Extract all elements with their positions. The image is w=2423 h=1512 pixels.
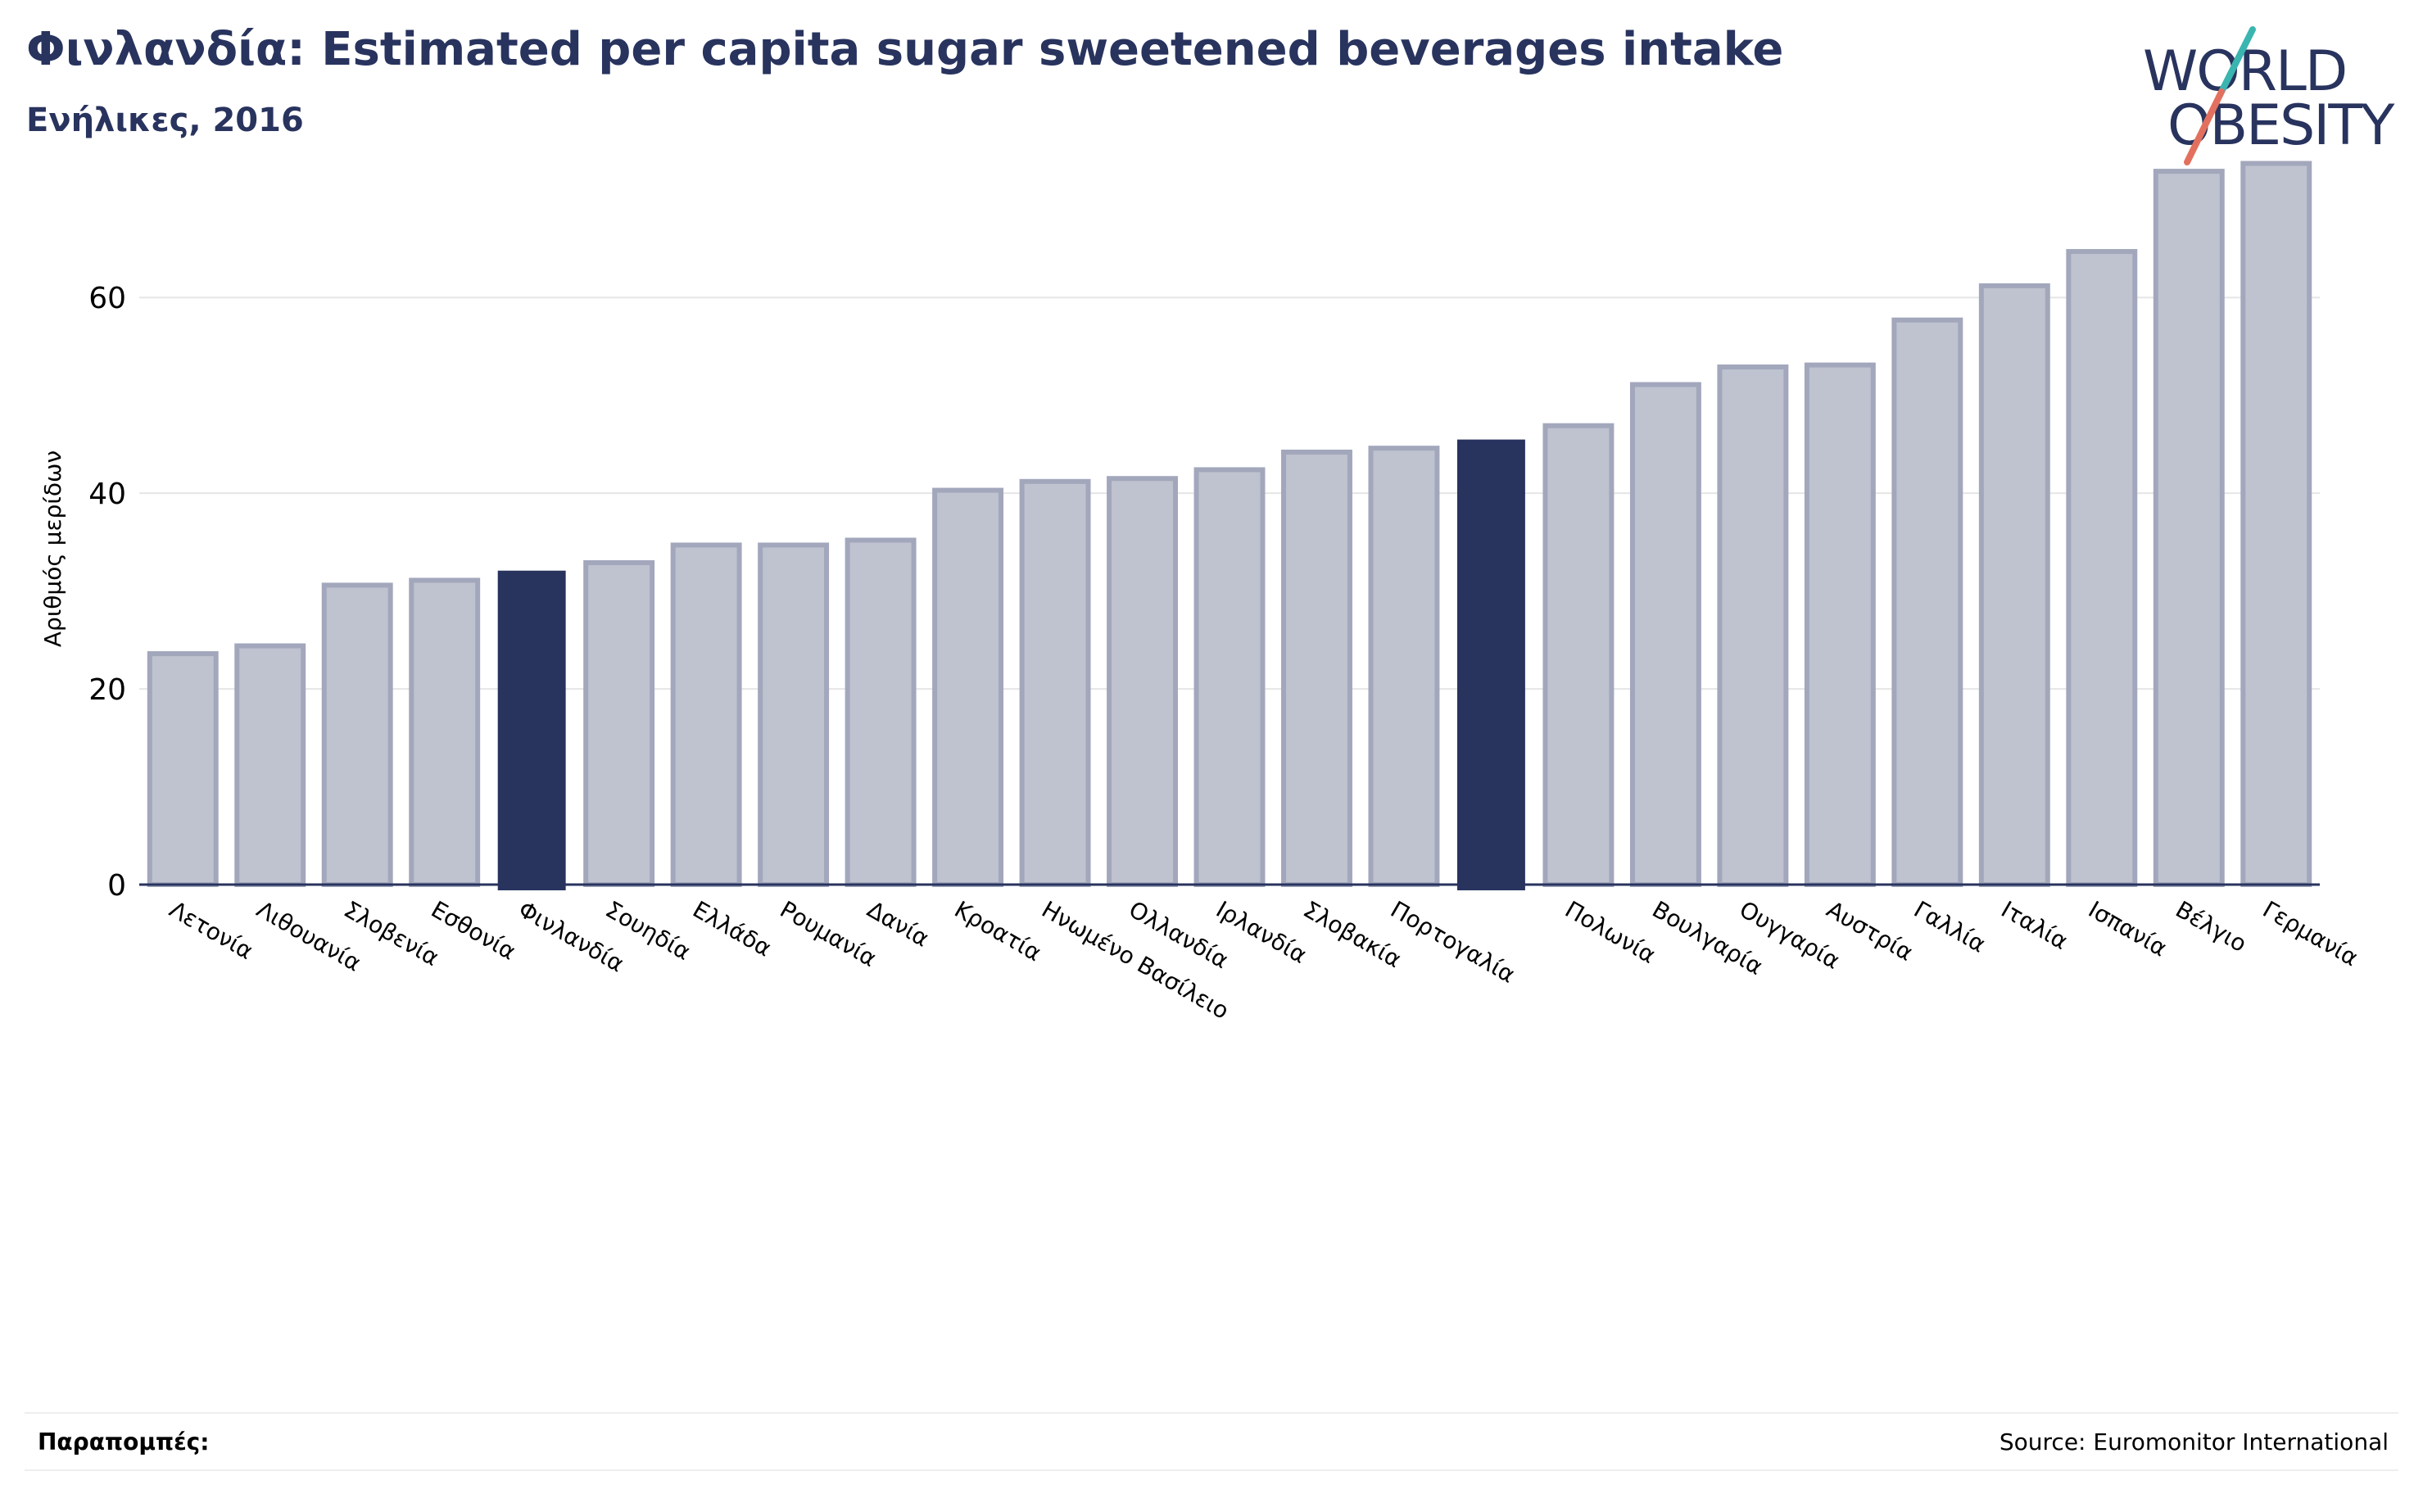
bar xyxy=(1368,446,1440,887)
bar xyxy=(321,582,393,887)
bar xyxy=(670,542,742,888)
y-tick-label: 40 xyxy=(88,478,126,511)
y-tick-label: 60 xyxy=(88,282,126,315)
y-tick-label: 20 xyxy=(88,673,126,707)
bar xyxy=(2153,169,2225,887)
bar-chart: 0204060ΛετονίαΛιθουανίαΣλοβενίαΕσθονίαΦι… xyxy=(39,161,2363,1025)
x-tick-label: Ρουμανία xyxy=(776,895,881,972)
footer-divider-bottom xyxy=(25,1469,2398,1471)
x-tick-label: Γαλλία xyxy=(1909,895,1990,957)
bar xyxy=(1456,439,1525,890)
bar xyxy=(1281,449,1352,887)
y-axis-label: Αριθμός μερίδων xyxy=(39,450,66,647)
x-tick-label: Πορτογαλία xyxy=(1386,895,1519,988)
bar xyxy=(1193,467,1266,887)
x-tick-label: Λετονία xyxy=(165,895,257,965)
bar xyxy=(147,651,219,887)
bar xyxy=(1717,364,1789,887)
x-tick-label: Εσθονία xyxy=(427,895,521,965)
bar xyxy=(1542,423,1615,887)
bar xyxy=(409,577,481,887)
footer-divider-top xyxy=(25,1412,2398,1414)
bar xyxy=(583,559,655,887)
bar xyxy=(1891,317,1963,888)
y-tick-label: 0 xyxy=(107,869,126,903)
x-tick-label: Κροατία xyxy=(950,895,1046,967)
bar xyxy=(1107,476,1178,887)
chart-title: Φινλανδία: Estimated per capita sugar sw… xyxy=(26,23,1784,76)
x-tick-label: Σλοβακία xyxy=(1299,895,1406,973)
x-tick-label: Ισπανία xyxy=(2084,895,2172,962)
references-label: Παραπομπές: xyxy=(38,1428,210,1455)
x-tick-label: Ιταλία xyxy=(1996,895,2072,955)
x-tick-label: Βέλγιο xyxy=(2171,895,2251,957)
bar xyxy=(497,570,566,890)
bar xyxy=(1019,478,1091,888)
bar xyxy=(1629,382,1701,887)
bar xyxy=(758,542,830,888)
bar xyxy=(234,643,306,887)
source-note: Source: Euromonitor International xyxy=(1999,1428,2389,1455)
logo-slash-top xyxy=(2218,26,2256,95)
bars xyxy=(147,161,2312,890)
bar xyxy=(1978,283,2050,887)
chart-subtitle: Ενήλικες, 2016 xyxy=(26,102,304,139)
x-tick-label: Πολωνία xyxy=(1560,895,1660,968)
bar xyxy=(845,537,917,888)
world-obesity-logo: WORLD OBESITY xyxy=(2130,23,2408,170)
bar xyxy=(1804,362,1876,887)
x-tick-label: Γερμανία xyxy=(2258,895,2363,971)
bar xyxy=(2240,161,2312,888)
x-tick-label: Ελλάδα xyxy=(688,895,776,962)
logo-slash-bottom xyxy=(2184,88,2225,165)
bar xyxy=(932,487,1004,887)
bar xyxy=(2066,249,2138,887)
